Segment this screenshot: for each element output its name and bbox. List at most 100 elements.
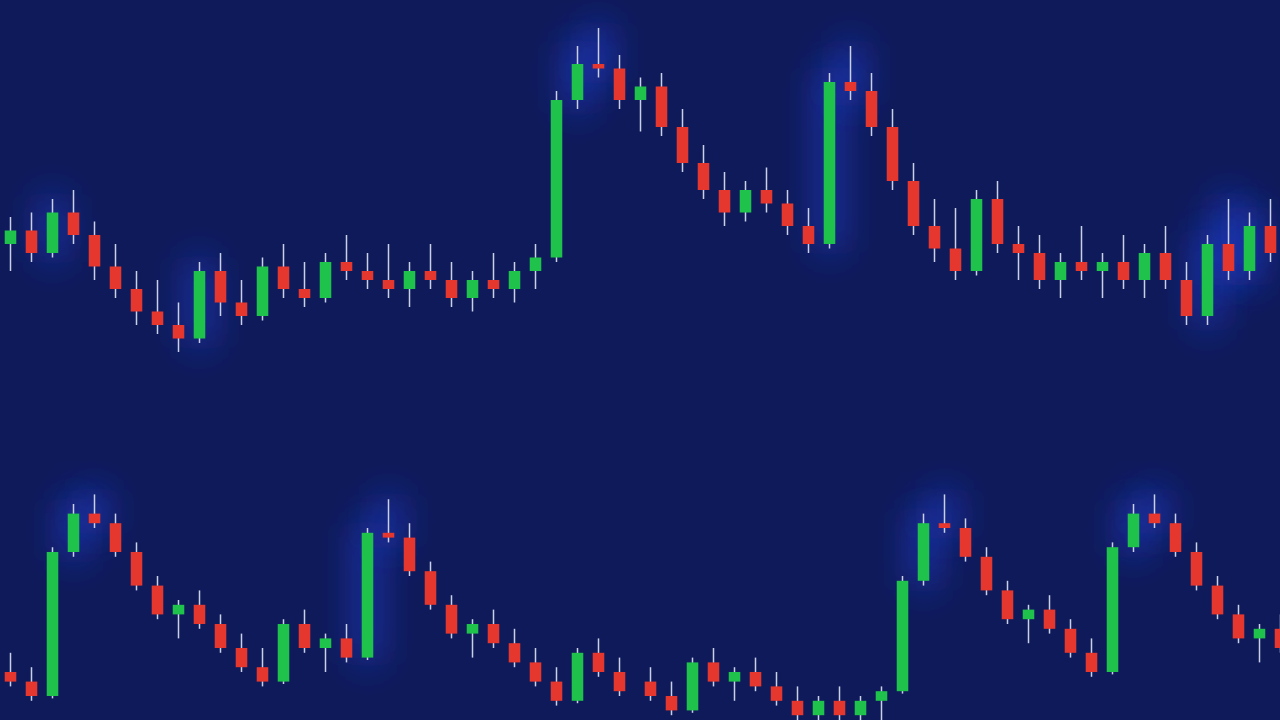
candle-body-down	[614, 672, 626, 691]
candle	[918, 514, 930, 586]
candle-body-down	[771, 686, 783, 700]
candle-body-up	[1128, 514, 1140, 548]
candle	[194, 262, 206, 343]
candle-body-down	[750, 672, 762, 686]
candle-body-up	[897, 581, 909, 691]
candle-body-up	[509, 271, 521, 289]
candle-body-down	[792, 701, 804, 715]
candle	[551, 91, 563, 262]
candle-body-down	[89, 514, 101, 524]
candle-body-up	[404, 271, 416, 289]
candle-body-down	[131, 289, 143, 312]
candle-body-down	[782, 204, 794, 227]
candle-body-up	[824, 82, 836, 244]
candle-body-up	[1139, 253, 1151, 280]
candle-body-down	[1212, 586, 1224, 615]
candle-body-down	[593, 653, 605, 672]
candle-body-down	[194, 605, 206, 624]
candle-body-down	[1034, 253, 1046, 280]
candle-body-down	[1013, 244, 1025, 253]
candle-body-up	[551, 100, 563, 258]
candle-body-up	[572, 653, 584, 701]
candle-body-down	[173, 325, 185, 339]
candle-body-down	[278, 267, 290, 290]
candle-body-down	[383, 280, 395, 289]
candle-body-up	[687, 662, 699, 710]
candle-body-down	[341, 638, 353, 657]
candle-body-up	[971, 199, 983, 271]
candle-body-down	[236, 648, 248, 667]
candle-body-up	[320, 262, 332, 298]
candle-body-up	[635, 87, 647, 101]
candle-body-up	[194, 271, 206, 339]
candle-body-up	[729, 672, 741, 682]
candle-body-down	[425, 571, 437, 605]
candle-body-up	[257, 267, 269, 317]
candle-body-up	[530, 258, 542, 272]
candle-body-down	[446, 280, 458, 298]
candle-body-down	[26, 682, 38, 696]
candle-body-up	[173, 605, 185, 615]
candle-body-down	[677, 127, 689, 163]
candle	[687, 658, 699, 713]
candle-body-down	[803, 226, 815, 244]
candle	[278, 619, 290, 684]
candle-body-down	[131, 552, 143, 586]
candle-body-down	[614, 69, 626, 101]
candle-body-down	[68, 213, 80, 236]
candlestick-chart	[0, 0, 1280, 720]
candle-body-down	[551, 682, 563, 701]
candle-body-down	[488, 624, 500, 643]
candle	[824, 73, 836, 249]
candle-body-down	[1065, 629, 1077, 653]
candle-body-up	[1023, 610, 1035, 620]
candle-body-down	[908, 181, 920, 226]
candle-body-down	[488, 280, 500, 289]
candle-body-down	[887, 127, 899, 181]
candle-body-up	[467, 280, 479, 298]
candle	[47, 547, 59, 698]
candle	[257, 258, 269, 321]
candle-body-up	[320, 638, 332, 648]
candle-body-down	[1160, 253, 1172, 280]
candle-body-down	[761, 190, 773, 204]
candle-body-down	[1223, 244, 1235, 271]
candle	[1107, 542, 1119, 674]
candle-body-up	[1055, 262, 1067, 280]
candle-body-down	[5, 672, 17, 682]
candle	[1202, 235, 1214, 325]
candle-body-down	[110, 267, 122, 290]
candle-body-down	[89, 235, 101, 267]
candle-body-down	[509, 643, 521, 662]
candle-body-down	[981, 557, 993, 591]
candle-body-down	[845, 82, 857, 91]
candle-body-down	[719, 190, 731, 213]
candle-body-down	[425, 271, 437, 280]
candle-body-down	[1265, 226, 1277, 253]
candle-body-down	[698, 163, 710, 190]
candle-body-up	[1254, 629, 1266, 639]
candle-body-down	[1181, 280, 1193, 316]
candle-body-down	[215, 624, 227, 648]
candle-body-up	[1244, 226, 1256, 271]
candle-body-down	[656, 87, 668, 128]
candle-body-down	[666, 696, 678, 710]
candle-body-down	[110, 523, 122, 552]
candle-body-down	[929, 226, 941, 249]
candle-body-down	[960, 528, 972, 557]
candle-body-up	[1107, 547, 1119, 672]
candle	[897, 576, 909, 694]
candle-body-down	[645, 682, 657, 696]
candle-body-up	[1097, 262, 1109, 271]
candle-body-up	[855, 701, 867, 715]
candle-body-up	[467, 624, 479, 634]
candle-body-up	[876, 691, 888, 701]
candle-body-up	[918, 523, 930, 581]
candle-body-down	[152, 586, 164, 615]
candle-body-up	[572, 64, 584, 100]
candle-body-down	[939, 523, 951, 528]
candle-body-up	[278, 624, 290, 682]
candle-body-down	[593, 64, 605, 69]
candle	[362, 528, 374, 660]
candle-body-down	[834, 701, 846, 715]
